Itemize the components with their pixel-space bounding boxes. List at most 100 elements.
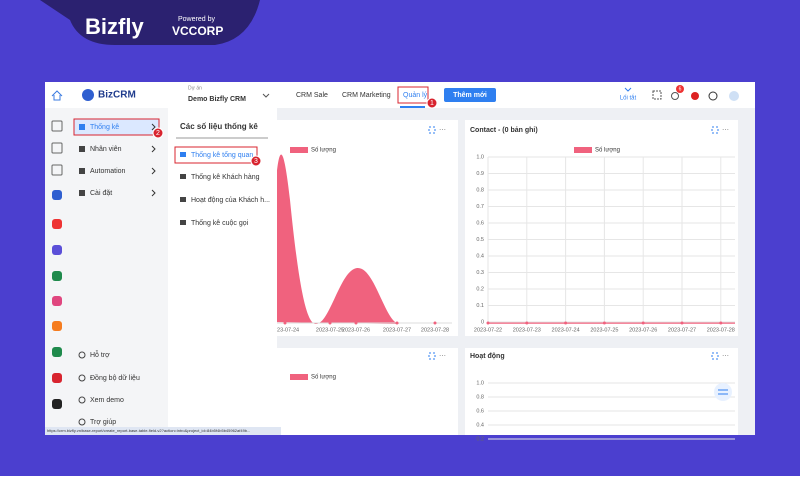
y-label: 0.4 xyxy=(476,422,484,428)
menu-item[interactable]: Thống kê xyxy=(90,122,119,131)
highlight-box xyxy=(397,86,429,104)
project-label: Dự án xyxy=(188,85,202,91)
apps-icon[interactable] xyxy=(652,90,662,100)
point xyxy=(641,321,645,325)
point xyxy=(328,321,332,325)
menu-item[interactable]: Cài đặt xyxy=(90,190,112,197)
submenu-icon xyxy=(180,152,186,157)
header-bar xyxy=(45,82,755,108)
point xyxy=(525,321,529,325)
y-label: 0.7 xyxy=(476,204,484,210)
submenu-item[interactable]: Thống kê Khách hàng xyxy=(191,172,260,181)
footer-item[interactable]: Hỗ trợ xyxy=(90,350,110,359)
point xyxy=(680,321,684,325)
chevron xyxy=(151,167,156,175)
shortcut[interactable]: Lối tắt xyxy=(620,95,637,102)
rail-icon[interactable] xyxy=(52,271,62,281)
add-button[interactable] xyxy=(444,88,496,102)
x-label: 2023-07-24 xyxy=(271,327,299,333)
status-bar xyxy=(45,427,281,435)
submenu-icon xyxy=(180,197,186,202)
panel-title: Hoạt động xyxy=(470,353,505,360)
point xyxy=(433,321,437,325)
nav-item[interactable]: Quản lý xyxy=(403,92,428,99)
x-label: 2023-07-28 xyxy=(421,327,449,333)
sidebar xyxy=(70,108,168,435)
point xyxy=(719,321,723,325)
app-logo-icon xyxy=(82,89,94,101)
rail-icon[interactable] xyxy=(51,142,63,154)
y-label: 0.8 xyxy=(476,187,484,193)
menu-icon xyxy=(79,168,85,174)
rail-icon[interactable] xyxy=(52,219,62,229)
swap-icon xyxy=(718,389,728,395)
record-icon[interactable] xyxy=(691,92,699,100)
panel-title: Contact - (0 bản ghi) xyxy=(470,127,538,134)
rail-icon[interactable] xyxy=(51,120,63,132)
step-badge xyxy=(426,97,438,109)
legend-swatch xyxy=(290,374,308,380)
more-icon[interactable]: ⋯ xyxy=(722,353,729,360)
brand-banner xyxy=(40,0,260,45)
rail-icon[interactable] xyxy=(52,347,62,357)
more-icon[interactable]: ⋯ xyxy=(439,353,446,360)
help-icon[interactable] xyxy=(708,91,718,101)
notif-count: 6 xyxy=(679,86,682,92)
rail-icon[interactable] xyxy=(52,245,62,255)
submenu-item[interactable]: Thống kê cuộc gọi xyxy=(191,218,249,227)
project-name[interactable]: Demo Bizfly CRM xyxy=(188,96,246,103)
x-label: 2023-07-22 xyxy=(474,327,502,333)
step-number: 1 xyxy=(430,100,434,107)
nav-item[interactable]: CRM Sale xyxy=(296,92,328,99)
chevron xyxy=(151,123,156,131)
rail-icon[interactable] xyxy=(51,164,63,176)
point xyxy=(283,321,287,325)
nav-item[interactable]: CRM Marketing xyxy=(342,92,391,99)
x-label: 2023-07-24 xyxy=(552,327,580,333)
bell-icon[interactable] xyxy=(671,92,679,100)
expand-icon[interactable] xyxy=(711,126,719,134)
point xyxy=(486,321,490,325)
submenu-item[interactable]: Thống kê tổng quan xyxy=(191,150,253,159)
y-label: 0.8 xyxy=(476,394,484,400)
x-label: 2023-07-28 xyxy=(707,327,735,333)
expand-icon[interactable] xyxy=(428,126,436,134)
rail-icon[interactable] xyxy=(52,373,62,383)
rail-icon[interactable] xyxy=(52,399,62,409)
legend-label: Số lượng xyxy=(595,148,620,154)
menu-item[interactable]: Automation xyxy=(90,168,126,175)
y-label: 0.5 xyxy=(476,237,484,243)
partner: VCCORP xyxy=(172,24,223,38)
menu-item[interactable]: Nhân viên xyxy=(90,146,122,153)
rail-icon[interactable] xyxy=(52,321,62,331)
avatar[interactable] xyxy=(729,91,739,101)
expand-icon[interactable] xyxy=(711,352,719,360)
footer-icon xyxy=(78,396,86,404)
more-icon[interactable]: ⋯ xyxy=(722,127,729,134)
x-label: 2023-07-26 xyxy=(629,327,657,333)
x-label: 2023-07-27 xyxy=(383,327,411,333)
area-shape xyxy=(270,154,400,324)
panel xyxy=(465,120,738,336)
footer-item[interactable]: Xem demo xyxy=(90,397,124,404)
brand-logo: Bizfly xyxy=(85,14,144,39)
home-icon[interactable] xyxy=(51,90,63,101)
footer-item[interactable]: Trợ giúp xyxy=(90,419,116,426)
x-label: 2023-07-27 xyxy=(668,327,696,333)
highlight-box xyxy=(73,118,160,136)
highlight-box xyxy=(174,146,258,164)
swap-button[interactable] xyxy=(714,383,732,401)
x-label: 2023-07-23 xyxy=(513,327,541,333)
submenu-item[interactable]: Hoạt động của Khách h... xyxy=(191,196,270,204)
rail-icon[interactable] xyxy=(52,296,62,306)
add-button-label[interactable]: Thêm mới xyxy=(453,92,487,99)
step-number: 3 xyxy=(254,158,258,165)
rail-icon[interactable] xyxy=(52,190,62,200)
footer-item[interactable]: Đồng bộ dữ liệu xyxy=(90,373,140,382)
shortcut-icon xyxy=(624,87,632,92)
y-label: 0 xyxy=(481,319,484,325)
expand-icon[interactable] xyxy=(428,352,436,360)
more-icon[interactable]: ⋯ xyxy=(439,127,446,134)
y-label: 0.3 xyxy=(476,270,484,276)
